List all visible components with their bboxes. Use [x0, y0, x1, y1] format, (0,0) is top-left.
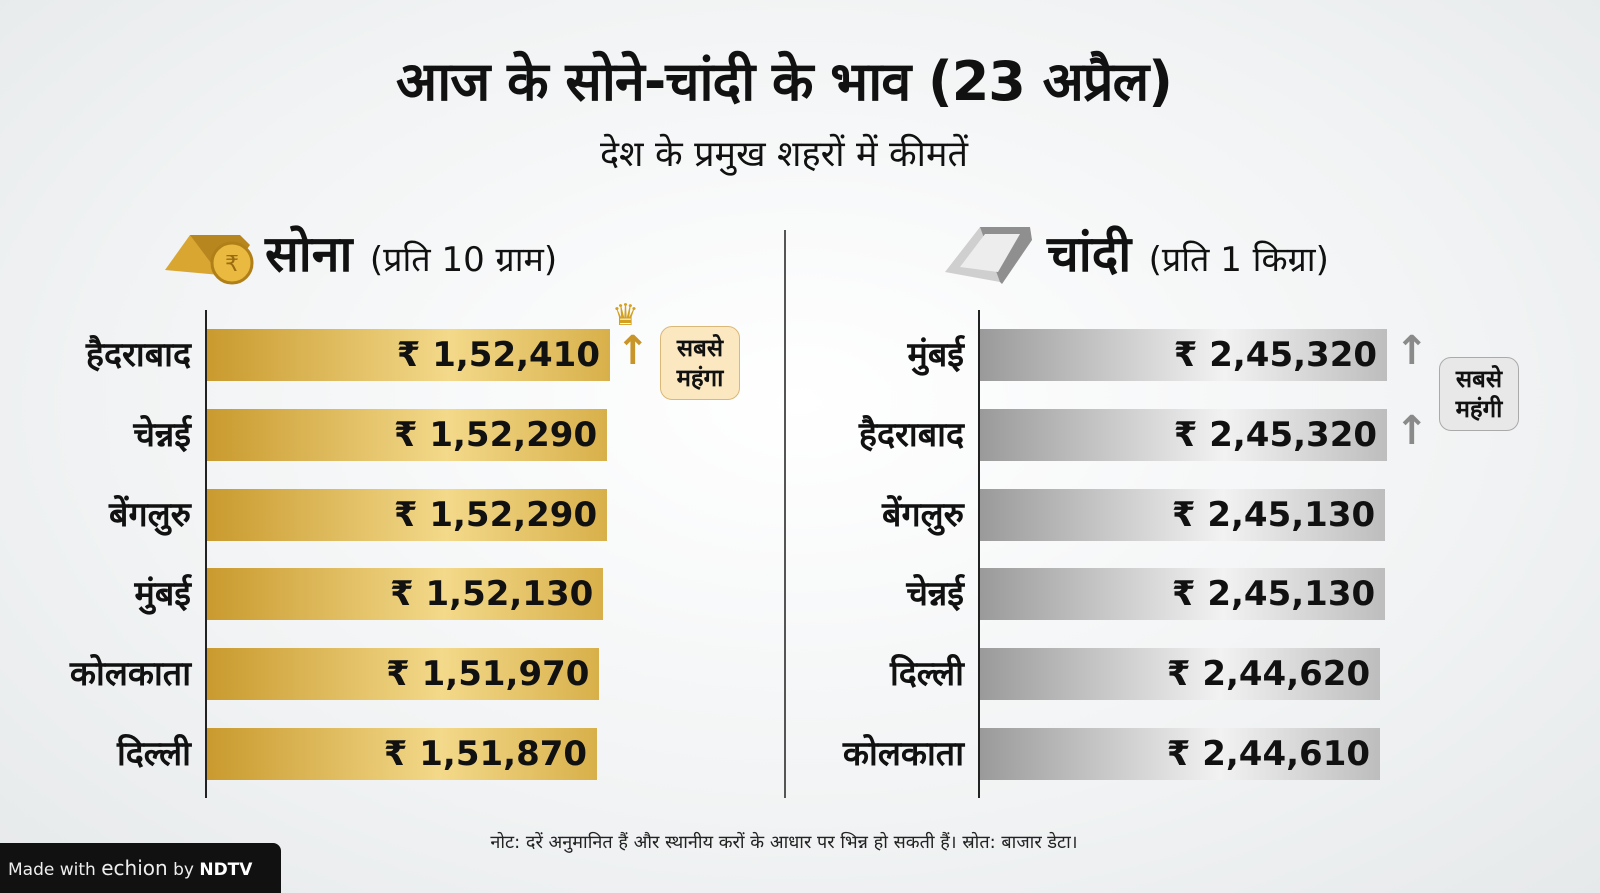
silver-bar: ₹ 2,45,130	[980, 568, 1386, 621]
silver-section-heading: चांदी (प्रति 1 किग्रा)	[1047, 218, 1329, 286]
svg-text:₹: ₹	[225, 252, 239, 277]
gold-title: सोना	[265, 225, 353, 283]
page-title: आज के सोने-चांदी के भाव (23 अप्रैल)	[396, 50, 1173, 113]
gold-city-label: दिल्ली	[116, 734, 191, 774]
badge-prefix: Made with	[8, 860, 96, 880]
silver-city-label: बेंगलुरु	[882, 494, 964, 535]
silver-city-label: मुंबई	[907, 335, 964, 375]
made-with-badge[interactable]: Made with echion by NDTV	[0, 843, 281, 893]
silver-title: चांदी	[1047, 225, 1132, 283]
silver-city-label: चेन्नई	[906, 574, 964, 615]
silver-axis	[978, 310, 980, 798]
gold-axis	[205, 310, 207, 798]
gold-section-heading: सोना (प्रति 10 ग्राम)	[265, 218, 557, 286]
silver-up-arrow-icon: ↑	[1395, 328, 1429, 374]
gold-up-arrow-icon: ↑	[616, 328, 650, 374]
gold-bar: ₹ 1,51,870	[207, 728, 598, 780]
silver-bar-icon	[940, 212, 1035, 288]
badge-brand: echion	[101, 856, 168, 880]
badge-org: NDTV	[199, 860, 253, 880]
gold-callout: सबसे महंगा	[660, 326, 740, 400]
crown-icon: ♛	[612, 298, 639, 333]
gold-city-label: बेंगलुरु	[109, 494, 191, 535]
gold-bar: ₹ 1,52,130	[207, 568, 604, 621]
silver-bar: ₹ 2,45,320	[980, 408, 1388, 461]
gold-bar-icon: ₹	[160, 215, 255, 287]
silver-callout: सबसे महंगी	[1439, 357, 1519, 431]
gold-unit: (प्रति 10 ग्राम)	[369, 240, 558, 280]
gold-bar: ₹ 1,51,970	[207, 648, 600, 701]
silver-bar: ₹ 2,44,620	[980, 648, 1381, 701]
silver-city-label: दिल्ली	[889, 654, 964, 695]
gold-city-label: हैदराबाद	[85, 335, 191, 375]
gold-city-label: चेन्नई	[133, 414, 191, 455]
silver-bar: ₹ 2,44,610	[980, 728, 1381, 780]
gold-bar: ₹ 1,52,410	[207, 329, 610, 381]
silver-bar: ₹ 2,45,130	[980, 488, 1386, 541]
footnote: नोट: दरें अनुमानित हैं और स्थानीय करों क…	[490, 832, 1078, 853]
page-subtitle: देश के प्रमुख शहरों में कीमतें	[599, 134, 969, 175]
section-divider	[784, 230, 786, 798]
gold-bar: ₹ 1,52,290	[207, 408, 608, 461]
gold-city-label: कोलकाता	[69, 654, 191, 695]
silver-up-arrow-icon: ↑	[1395, 408, 1429, 454]
silver-city-label: हैदराबाद	[858, 414, 964, 455]
silver-city-label: कोलकाता	[842, 734, 964, 774]
badge-by: by	[173, 860, 194, 880]
gold-city-label: मुंबई	[134, 574, 191, 615]
gold-bar: ₹ 1,52,290	[207, 488, 608, 541]
silver-bar: ₹ 2,45,320	[980, 329, 1388, 381]
silver-unit: (प्रति 1 किग्रा)	[1148, 240, 1329, 280]
